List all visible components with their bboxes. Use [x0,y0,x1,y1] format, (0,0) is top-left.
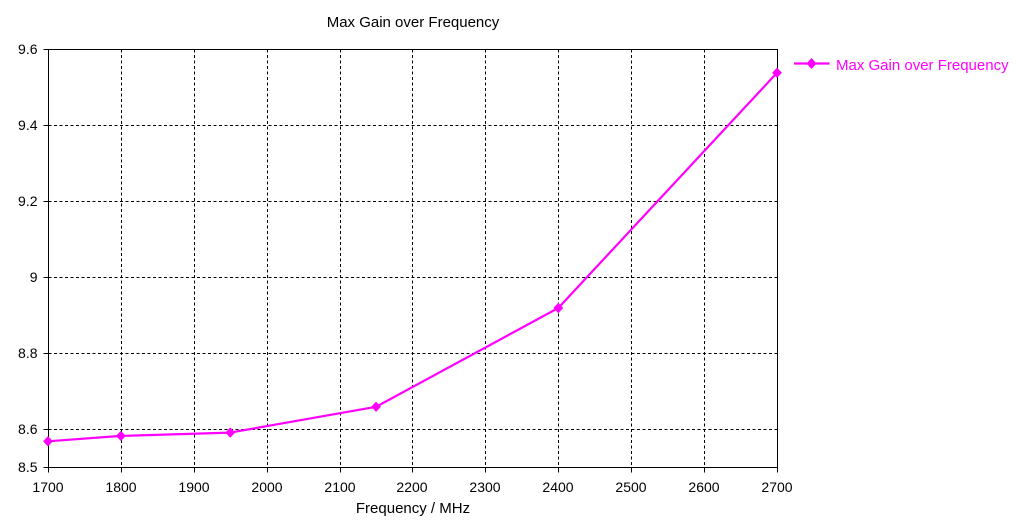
svg-text:2400: 2400 [542,479,573,495]
svg-text:2700: 2700 [761,479,792,495]
svg-text:2300: 2300 [469,479,500,495]
svg-text:Max Gain over Frequency: Max Gain over Frequency [327,14,500,31]
svg-text:8.5: 8.5 [18,459,38,475]
svg-text:8.8: 8.8 [18,345,38,361]
svg-text:2200: 2200 [396,479,427,495]
svg-text:1700: 1700 [32,479,63,495]
svg-text:Frequency / MHz: Frequency / MHz [356,500,470,517]
svg-text:2100: 2100 [324,479,355,495]
svg-text:2500: 2500 [615,479,646,495]
svg-text:2600: 2600 [688,479,719,495]
svg-text:9.6: 9.6 [18,41,38,57]
svg-text:9.2: 9.2 [18,193,38,209]
svg-text:Max Gain over Frequency: Max Gain over Frequency [836,57,1009,74]
svg-text:2000: 2000 [251,479,282,495]
svg-text:8.6: 8.6 [18,421,38,437]
svg-text:9.4: 9.4 [18,117,38,133]
svg-text:1900: 1900 [178,479,209,495]
svg-text:9: 9 [30,269,38,285]
svg-text:1800: 1800 [105,479,136,495]
